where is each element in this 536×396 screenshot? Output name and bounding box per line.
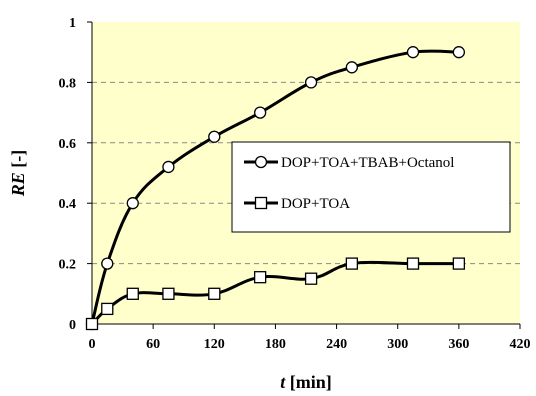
x-tick-labels: 0 60 120 180 240 300 360 420 [89,324,531,352]
data-point-circle [101,257,114,270]
y-tick-label: 1 [69,16,76,31]
series-line-2 [90,260,459,326]
x-tick-label: 240 [326,337,347,352]
data-point-square [162,287,175,300]
series-line-1 [90,49,459,325]
legend-marker-series-2 [254,196,268,210]
x-tick-label: 60 [146,337,160,352]
y-tick-label: 0.8 [59,76,77,91]
data-point-circle [126,197,139,210]
data-point-circle [253,106,267,119]
y-tick-label: 0.2 [59,258,77,273]
data-point-circle [406,46,420,59]
data-point-circle [162,160,175,174]
data-point-circle [452,46,466,59]
data-point-square [101,302,114,316]
legend: DOP+TOA+TBAB+Octanol DOP+TOA [231,141,511,233]
x-tick-label: 120 [204,337,225,352]
data-point-square [85,317,99,331]
series-layer [85,46,466,331]
x-tick-label: 360 [448,337,469,352]
y-tick-label: 0.6 [59,137,77,152]
legend-label-series-2: DOP+TOA [281,196,350,212]
y-tick-labels: 0 0.2 0.4 0.6 0.8 1 [59,16,92,333]
y-tick-label: 0.4 [59,197,77,212]
data-point-circle [304,76,318,89]
legend-marker-series-1 [254,155,268,169]
y-tick-label: 0 [69,318,76,333]
x-tick-label: 420 [510,337,531,352]
data-point-square [406,257,420,270]
y-axis-title: RE [-] [8,150,28,198]
data-point-square [345,257,359,270]
x-tick-label: 180 [265,337,286,352]
data-point-square [304,272,318,285]
data-point-circle [345,61,359,74]
legend-label-series-1: DOP+TOA+TBAB+Octanol [281,155,454,171]
x-tick-label: 0 [89,337,96,352]
data-point-square [452,257,466,270]
x-axis-title: t [min] [280,372,332,392]
data-point-square [253,271,267,284]
axes [91,22,520,325]
data-point-square [126,287,139,300]
x-tick-label: 300 [387,337,408,352]
legend-box [231,141,511,233]
data-point-square [208,287,221,300]
data-point-circle [208,130,221,143]
